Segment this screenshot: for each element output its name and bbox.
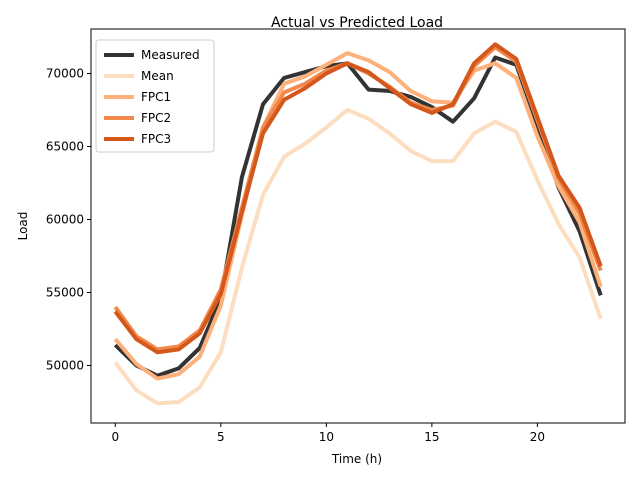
x-tick-label: 5 xyxy=(217,430,225,444)
series-lines xyxy=(113,42,603,406)
y-tick-label: 50000 xyxy=(46,358,84,372)
plot-frame xyxy=(90,28,626,424)
y-axis: 50000 55000 60000 65000 70000 xyxy=(46,67,91,372)
chart-title: Actual vs Predicted Load xyxy=(271,15,443,31)
legend-box xyxy=(95,39,215,153)
series-line-mean xyxy=(113,108,603,406)
y-tick-label: 70000 xyxy=(46,67,84,81)
y-tick-label: 55000 xyxy=(46,285,84,299)
legend-label-mean: Mean xyxy=(141,69,174,83)
x-axis: 0 5 10 15 20 xyxy=(111,423,545,444)
x-tick-label: 10 xyxy=(319,430,334,444)
x-tick-label: 0 xyxy=(111,430,119,444)
legend: Measured Mean FPC1 FPC2 FPC3 xyxy=(95,39,215,153)
series-line-fpc1 xyxy=(113,51,603,381)
legend-label-fpc3: FPC3 xyxy=(141,132,171,146)
legend-label-measured: Measured xyxy=(141,48,200,62)
legend-label-fpc1: FPC1 xyxy=(141,90,171,104)
y-axis-label: Load xyxy=(16,212,30,241)
x-tick-label: 20 xyxy=(530,430,545,444)
y-tick-label: 60000 xyxy=(46,213,84,227)
y-tick-label: 65000 xyxy=(46,140,84,154)
x-tick-label: 15 xyxy=(424,430,439,444)
legend-label-fpc2: FPC2 xyxy=(141,111,171,125)
series-line-fpc3 xyxy=(113,42,603,355)
x-axis-label: Time (h) xyxy=(331,452,382,466)
